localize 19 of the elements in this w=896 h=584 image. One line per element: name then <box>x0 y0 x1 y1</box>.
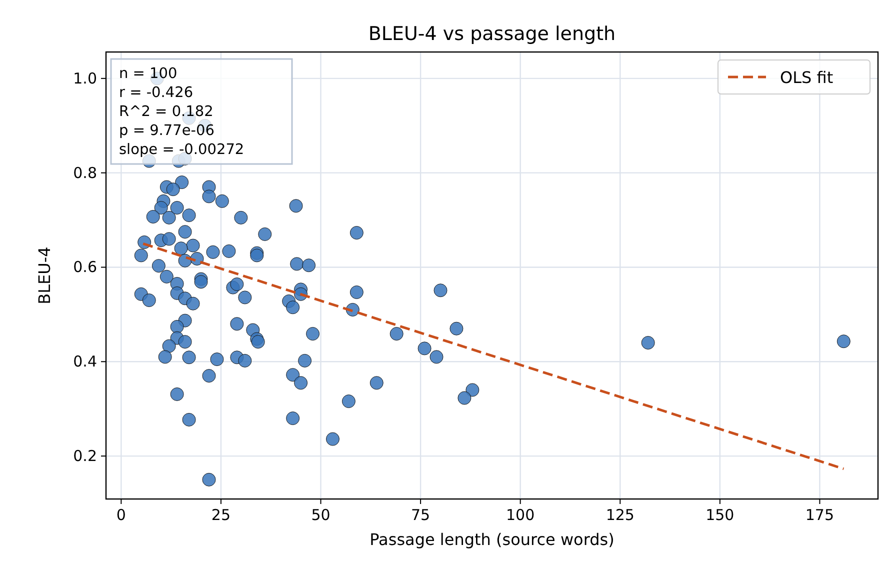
x-tick-label: 75 <box>411 506 430 524</box>
x-tick-label: 25 <box>211 506 231 524</box>
x-tick-label: 100 <box>506 506 535 524</box>
legend-label: OLS fit <box>780 68 834 87</box>
y-tick-label: 0.4 <box>73 352 97 371</box>
x-tick-label: 50 <box>311 506 330 524</box>
chart-title: BLEU-4 vs passage length <box>368 23 616 45</box>
x-tick-label: 175 <box>805 506 834 524</box>
y-axis-title: BLEU-4 <box>35 246 54 304</box>
annotation: n = 100 r = -0.426 R^2 = 0.182 p = 9.77e-06 slope = -0.00272 <box>119 66 244 158</box>
x-tick-label: 125 <box>606 506 634 524</box>
y-tick-label: 0.6 <box>73 258 97 276</box>
y-tick-label: 1.0 <box>73 69 97 88</box>
x-axis-title: Passage length (source words) <box>370 530 614 549</box>
y-tick-label: 0.8 <box>73 164 97 182</box>
y-tick-label: 0.2 <box>73 447 97 466</box>
x-tick-label: 150 <box>706 506 734 524</box>
x-tick-label: 0 <box>116 506 126 524</box>
stats-text-box: n = 100 r = -0.426 R^2 = 0.182 p = 9.77e-06 slope = -0.00272 <box>110 58 293 165</box>
